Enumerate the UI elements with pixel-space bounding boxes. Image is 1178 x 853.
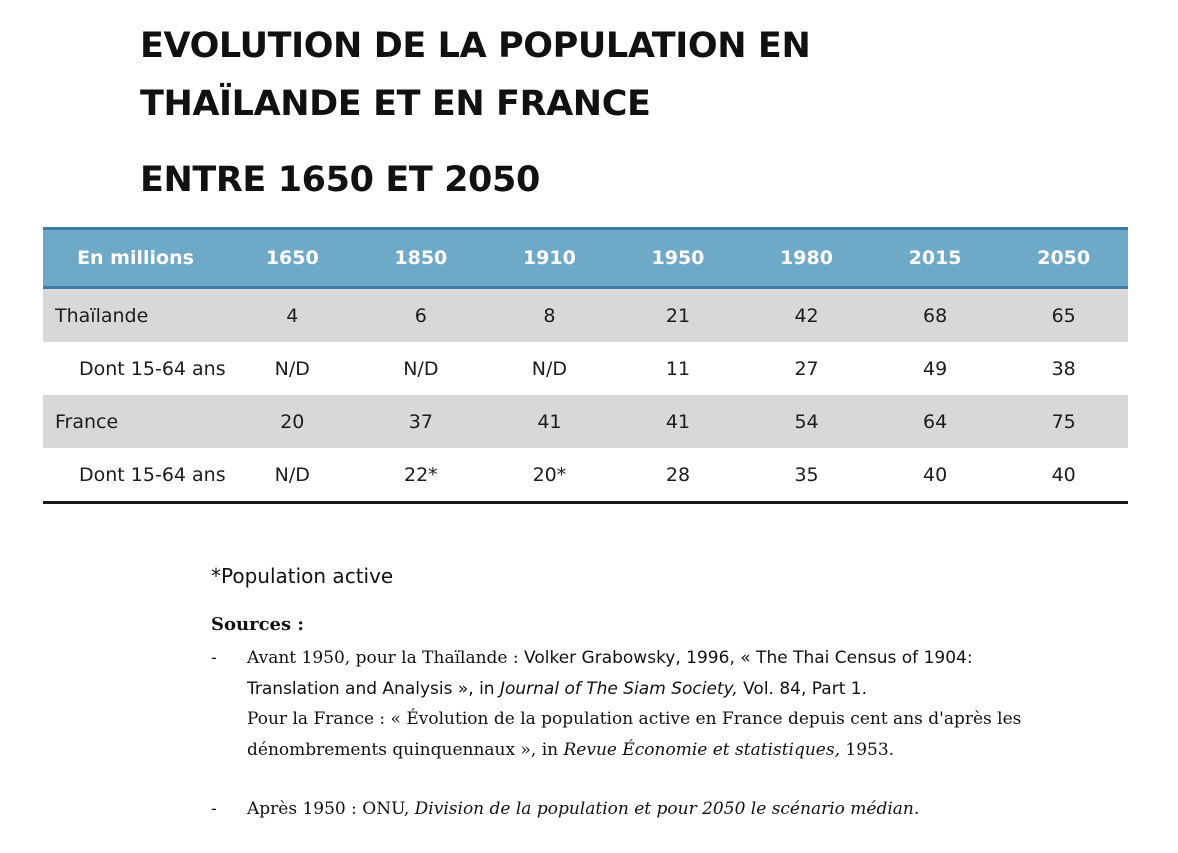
table-cell: 65	[999, 287, 1128, 342]
source-text-part: Avant 1950, pour la Thaïlande :	[247, 648, 525, 668]
table-cell: 8	[485, 287, 614, 342]
page-title-line-1: EVOLUTION DE LA POPULATION EN	[140, 26, 811, 66]
table-row: Thaïlande 4 6 8 21 42 68 65	[43, 287, 1128, 342]
header-cell: 1650	[228, 227, 357, 289]
table-cell: 40	[999, 448, 1128, 503]
source-text: Avant 1950, pour la Thaïlande : Volker G…	[247, 643, 1037, 765]
table-row: Dont 15-64 ans N/D 22* 20* 28 35 40 40	[43, 448, 1128, 503]
table-row: France 20 37 41 41 54 64 75	[43, 395, 1128, 448]
table-cell: 49	[870, 342, 1000, 395]
list-bullet: -	[211, 799, 217, 819]
table-cell: 11	[613, 342, 743, 395]
table-cell: 38	[999, 342, 1128, 395]
source-journal: Journal of The Siam Society,	[499, 678, 738, 699]
header-cell: 1850	[356, 227, 486, 289]
row-label: Dont 15-64 ans	[43, 448, 228, 503]
table-cell: 4	[228, 287, 357, 342]
table-cell: 68	[870, 287, 1000, 342]
table-cell: N/D	[228, 448, 357, 503]
table-cell: 42	[742, 287, 871, 342]
list-bullet: -	[211, 648, 217, 668]
source-text-italic: Division de la population et pour 2050 l…	[414, 799, 920, 819]
row-label: Dont 15-64 ans	[43, 342, 228, 395]
table-cell: 64	[870, 395, 1000, 448]
table-cell: 21	[613, 287, 743, 342]
table-cell: 35	[742, 448, 871, 503]
source-text: Après 1950 : ONU, Division de la populat…	[247, 794, 1037, 825]
table-cell: 54	[742, 395, 871, 448]
sources-heading: Sources :	[211, 614, 305, 635]
footnote: *Population active	[211, 564, 394, 588]
table-cell: N/D	[228, 342, 357, 395]
table-cell: 20	[228, 395, 357, 448]
source-text-part: 1953.	[840, 739, 895, 760]
table-header-row: En millions 1650 1850 1910 1950 1980 201…	[43, 227, 1128, 289]
table-cell: 37	[356, 395, 486, 448]
source-text-part: Après 1950 : ONU,	[247, 799, 415, 819]
source-text-part: Volker Grabowsky, 1996, « The Thai Censu…	[247, 648, 973, 699]
source-journal: Revue Économie et statistiques,	[563, 739, 840, 760]
source-text-part: Vol. 84, Part 1.	[737, 678, 867, 699]
table-cell: 75	[999, 395, 1128, 448]
table-cell: 28	[613, 448, 743, 503]
table-cell: 6	[356, 287, 486, 342]
table-cell: 20*	[485, 448, 614, 503]
table-cell: 40	[870, 448, 1000, 503]
header-cell: 2050	[999, 227, 1128, 289]
page-subtitle: ENTRE 1650 ET 2050	[140, 160, 540, 200]
header-cell: 1980	[742, 227, 871, 289]
header-cell: En millions	[43, 227, 228, 289]
header-cell: 2015	[870, 227, 1000, 289]
table-row: Dont 15-64 ans N/D N/D N/D 11 27 49 38	[43, 342, 1128, 395]
table-cell: 41	[485, 395, 614, 448]
row-label: France	[43, 395, 228, 448]
table-cell: 41	[613, 395, 743, 448]
population-table: En millions 1650 1850 1910 1950 1980 201…	[43, 227, 1128, 504]
header-cell: 1950	[613, 227, 743, 289]
table-cell: 22*	[356, 448, 486, 503]
page-title-line-2: THAÏLANDE ET EN FRANCE	[140, 84, 651, 124]
table-cell: N/D	[356, 342, 486, 395]
table-cell: 27	[742, 342, 871, 395]
source-text-part: Pour la France : « Évolution de la popul…	[247, 709, 1022, 760]
header-cell: 1910	[485, 227, 614, 289]
table-cell: N/D	[485, 342, 614, 395]
row-label: Thaïlande	[43, 287, 228, 342]
